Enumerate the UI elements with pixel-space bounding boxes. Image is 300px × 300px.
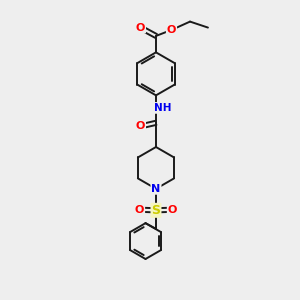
- Text: S: S: [152, 204, 160, 217]
- Text: O: O: [136, 22, 145, 33]
- Text: O: O: [168, 205, 177, 215]
- Text: O: O: [167, 25, 176, 35]
- Text: O: O: [135, 205, 144, 215]
- Text: NH: NH: [154, 103, 171, 113]
- Text: N: N: [151, 184, 160, 194]
- Text: O: O: [136, 122, 145, 131]
